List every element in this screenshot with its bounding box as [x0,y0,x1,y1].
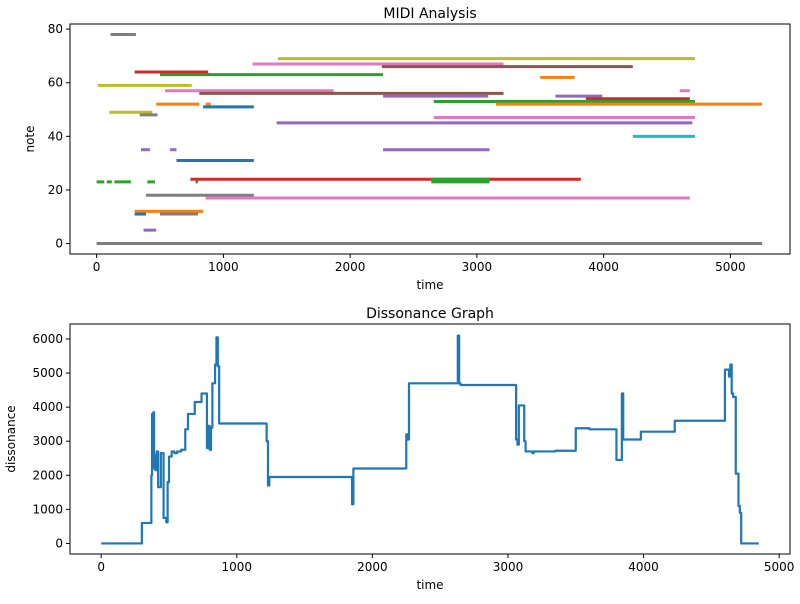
y-tick-label: 20 [48,183,63,197]
x-tick-label: 4000 [588,260,619,274]
x-tick-label: 1000 [222,560,253,574]
x-tick-label: 1000 [208,260,239,274]
x-tick-label: 5000 [764,560,795,574]
y-tick-label: 3000 [32,434,63,448]
chart-panel-2: 0 1000 2000 3000 4000 5000 0 1000 2000 3000 4000 50… [4,306,794,592]
y-axis-label: note [23,125,37,152]
axes-frame [69,323,791,555]
y-tick-label: 0 [55,237,63,251]
x-tick-label: 2000 [357,560,388,574]
x-tick-label: 0 [97,560,105,574]
y-tick-label: 40 [48,129,63,143]
x-tick-label: 2000 [335,260,366,274]
plot-area [101,334,759,545]
y-tick-label: 1000 [32,502,63,516]
y-tick-label: 6000 [32,332,63,346]
axes-frame [69,23,791,255]
x-axis-label: time [416,278,443,292]
y-tick-label: 60 [48,76,63,90]
chart-title: MIDI Analysis [383,6,476,22]
plot-area [96,32,763,246]
x-axis-label: time [416,578,443,592]
y-tick-label: 80 [48,22,63,36]
x-tick-label: 3000 [462,260,493,274]
x-tick-label: 0 [93,260,101,274]
x-tick-label: 3000 [493,560,524,574]
y-axis-label: dissonance [4,405,18,472]
y-tick-label: 2000 [32,468,63,482]
x-tick-label: 4000 [628,560,659,574]
y-tick-label: 5000 [32,366,63,380]
chart-title: Dissonance Graph [366,306,494,322]
y-tick-label: 4000 [32,400,63,414]
chart-panel-1: 0 1000 2000 3000 4000 5000 0 20 40 60 80 MIDI Analy… [23,6,791,292]
y-tick-label: 0 [55,536,63,550]
x-tick-label: 5000 [715,260,746,274]
dissonance-line [101,334,759,545]
